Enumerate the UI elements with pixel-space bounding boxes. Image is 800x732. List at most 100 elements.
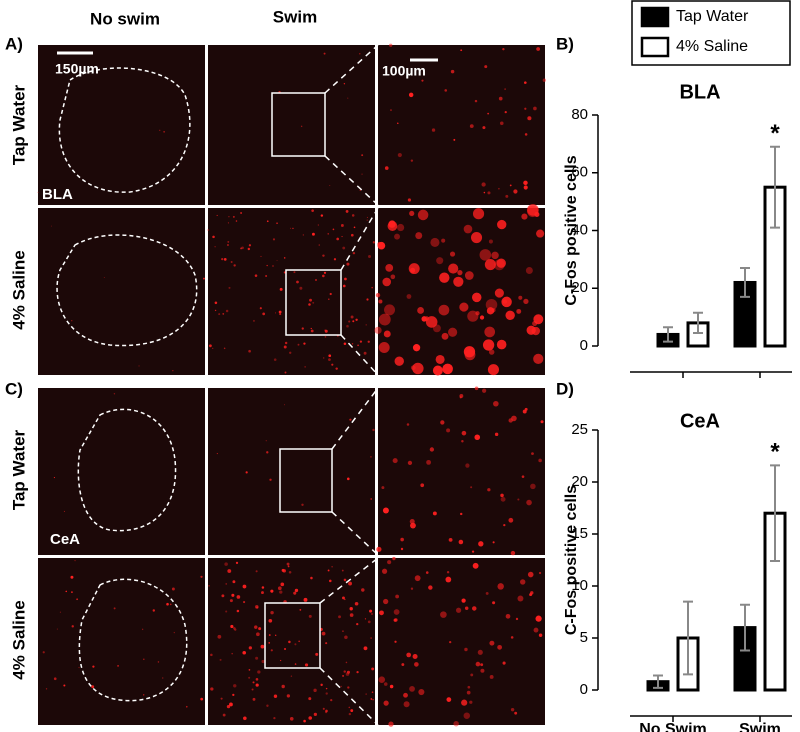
cell-signal bbox=[510, 550, 516, 556]
cell-signal bbox=[394, 640, 397, 643]
cell-signal bbox=[412, 362, 424, 375]
cell-signal bbox=[403, 692, 408, 698]
cell-signal bbox=[517, 498, 520, 501]
zoom-line bbox=[331, 387, 379, 556]
cell-signal bbox=[318, 244, 321, 246]
cell-signal bbox=[458, 539, 464, 545]
cell-signal bbox=[350, 709, 354, 713]
row-label: 4% Saline bbox=[9, 600, 28, 679]
cell-signal bbox=[320, 683, 323, 687]
region-outline bbox=[77, 408, 177, 532]
cell-signal bbox=[487, 112, 490, 115]
cell-signal bbox=[461, 598, 466, 603]
cell-signal bbox=[335, 367, 338, 370]
cell-signal bbox=[403, 701, 410, 708]
cell-signal bbox=[390, 109, 392, 112]
cell-signal bbox=[56, 628, 58, 630]
error-bar bbox=[740, 267, 750, 298]
cell-signal bbox=[484, 326, 496, 338]
cell-signal bbox=[270, 589, 274, 593]
cell-signal bbox=[278, 310, 282, 314]
micrographs bbox=[37, 43, 547, 727]
cell-signal bbox=[227, 222, 229, 224]
cell-signal bbox=[521, 475, 525, 478]
cell-signal bbox=[294, 663, 297, 665]
cell-signal bbox=[489, 675, 494, 679]
cell-signal bbox=[500, 493, 504, 498]
cell-signal bbox=[378, 676, 386, 683]
cell-signal bbox=[304, 663, 309, 667]
cell-signal bbox=[279, 287, 283, 291]
cell-signal bbox=[372, 428, 375, 432]
cell-signal bbox=[324, 336, 327, 338]
y-axis-label: C-Fos positive cells bbox=[563, 155, 580, 305]
cell-signal bbox=[290, 675, 293, 677]
region-label: CeA bbox=[50, 531, 80, 548]
cell-signal bbox=[516, 308, 522, 314]
x-tick-label: No Swim bbox=[639, 721, 707, 732]
cell-signal bbox=[233, 684, 237, 688]
cell-signal bbox=[117, 665, 119, 667]
cell-signal bbox=[440, 611, 447, 618]
cell-signal bbox=[325, 692, 328, 695]
cell-signal bbox=[303, 597, 308, 602]
cell-signal bbox=[325, 711, 328, 714]
cell-signal bbox=[370, 698, 373, 700]
cell-signal bbox=[522, 409, 527, 414]
cell-signal bbox=[367, 340, 370, 343]
cell-signal bbox=[366, 298, 369, 301]
error-bar bbox=[683, 600, 693, 676]
error-bar bbox=[740, 603, 750, 652]
cell-signal bbox=[141, 628, 144, 631]
panel-label: B) bbox=[556, 34, 574, 53]
cell-signal bbox=[370, 498, 373, 500]
cell-signal bbox=[406, 423, 410, 426]
cell-signal bbox=[492, 541, 495, 544]
cell-signal bbox=[349, 418, 352, 421]
cell-signal bbox=[460, 49, 463, 52]
cell-signal bbox=[293, 271, 296, 274]
cell-signal bbox=[210, 687, 214, 691]
cell-signal bbox=[331, 566, 333, 568]
cell-signal bbox=[381, 568, 388, 574]
cell-signal bbox=[328, 354, 332, 358]
cell-signal bbox=[523, 81, 527, 84]
cell-signal bbox=[418, 688, 425, 696]
y-tick-label: 20 bbox=[571, 473, 588, 490]
cell-signal bbox=[366, 219, 368, 221]
cell-signal bbox=[446, 697, 452, 702]
y-tick-label: 60 bbox=[571, 164, 588, 181]
cell-signal bbox=[223, 347, 226, 350]
cell-signal bbox=[299, 286, 303, 290]
cell-signal bbox=[228, 216, 230, 218]
cell-signal bbox=[480, 668, 485, 673]
cell-signal bbox=[266, 220, 269, 223]
cell-signal bbox=[225, 583, 228, 585]
cell-signal bbox=[475, 661, 481, 667]
cell-signal bbox=[245, 471, 248, 474]
cell-signal bbox=[53, 677, 57, 681]
cell-signal bbox=[276, 222, 278, 224]
y-tick-label: 80 bbox=[571, 106, 588, 123]
cell-signal bbox=[251, 688, 254, 691]
cell-signal bbox=[322, 254, 325, 257]
cell-signal bbox=[472, 606, 477, 611]
cell-signal bbox=[342, 284, 346, 288]
cell-signal bbox=[268, 642, 271, 644]
cell-signal bbox=[387, 560, 392, 565]
cell-signal bbox=[301, 503, 304, 507]
cell-signal bbox=[401, 663, 405, 667]
cell-signal bbox=[227, 244, 229, 246]
cell-signal bbox=[397, 223, 405, 232]
cell-signal bbox=[526, 325, 536, 335]
cell-signal bbox=[502, 47, 505, 51]
cell-signal bbox=[242, 584, 247, 589]
cell-signal bbox=[113, 607, 116, 610]
cell-signal bbox=[409, 519, 415, 525]
cell-signal bbox=[484, 258, 496, 271]
cell-signal bbox=[308, 614, 312, 618]
x-tick-label: Swim bbox=[739, 721, 781, 732]
cell-signal bbox=[394, 618, 398, 622]
cell-signal bbox=[412, 653, 418, 659]
